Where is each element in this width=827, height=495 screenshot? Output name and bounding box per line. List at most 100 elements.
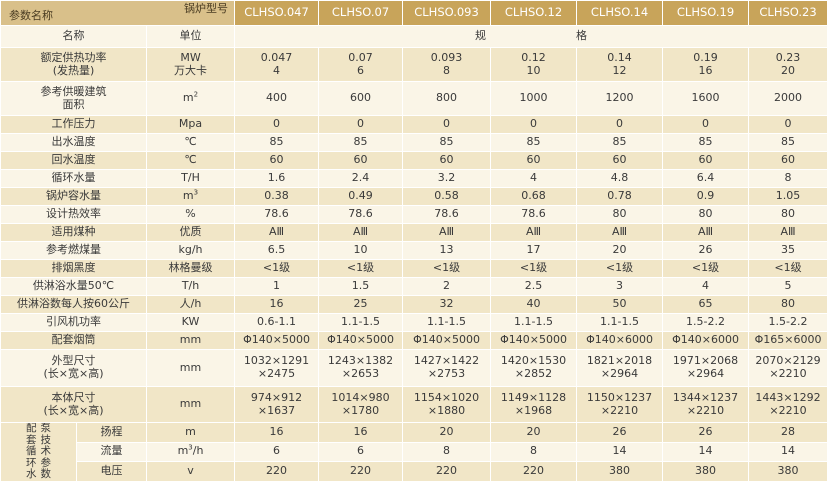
value-line: 3.2 <box>437 171 456 185</box>
value-line: 1000 <box>519 91 548 105</box>
value-line: 0 <box>273 117 281 131</box>
value-cell: 4 <box>662 277 750 296</box>
value-line: 2000 <box>774 91 803 105</box>
value-line: Φ140×6000 <box>586 333 653 347</box>
unit-text: % <box>185 207 196 221</box>
param-name-line: 设计热效率 <box>46 207 101 221</box>
value-cell: 1600 <box>662 81 750 116</box>
value-cell: 65 <box>662 295 750 314</box>
value-line: ×1880 <box>427 403 466 417</box>
value-cell: 6 <box>234 441 320 462</box>
param-name: 外型尺寸 (长×宽×高) <box>0 349 147 387</box>
param-unit: % <box>145 205 236 224</box>
param-unit-line: m3 <box>149 189 232 203</box>
boiler-spec-table: 参数名称 锅炉型号 CLHSO.047 CLHSO.07 CLHSO.093 C… <box>0 0 827 482</box>
value-line: 60 <box>612 153 627 167</box>
value-cell: 0.49 <box>318 187 404 206</box>
value-line: 0 <box>702 117 710 131</box>
value-line: AⅢ <box>697 225 714 239</box>
pump-param-name: 电压 <box>76 461 147 482</box>
value-cell: 0.093 8 <box>402 47 492 82</box>
value-line: 78.6 <box>521 207 546 221</box>
param-name: 配套烟筒 <box>0 331 147 350</box>
value-cell: AⅢ <box>402 223 492 242</box>
value-cell: 1971×2068 ×2964 <box>662 349 750 387</box>
param-name: 本体尺寸 (长×宽×高) <box>0 386 147 423</box>
unit-tail: /h <box>192 444 204 458</box>
value-cell: 0.14 12 <box>576 47 664 82</box>
pump-row: 流量 m3/h 6 6 8 8 14 14 14 <box>1 441 827 462</box>
value-line: AⅢ <box>438 225 455 239</box>
value-line: 60 <box>353 153 368 167</box>
value-cell: 8 <box>490 441 578 462</box>
pump-row: 电压 v 220 220 220 220 380 380 380 <box>1 461 827 482</box>
value-cell: 6 <box>318 441 404 462</box>
value-cell: <1级 <box>402 259 492 278</box>
param-unit-line: MW <box>149 51 232 65</box>
pump-side-label: 配套循环水泵技术参数 <box>0 422 77 482</box>
value-line: 5 <box>784 279 792 293</box>
pump-param-name: 扬程 <box>76 422 147 443</box>
value-cell: 35 <box>748 241 827 260</box>
value-line: 60 <box>269 153 284 167</box>
value-line: 1971×2068 <box>672 354 739 368</box>
value-line: 6 <box>357 63 365 77</box>
value-line: 85 <box>612 135 627 149</box>
value-cell: 1.5-2.2 <box>662 313 750 332</box>
value-line: ×2653 <box>341 367 380 380</box>
param-unit: mm <box>145 386 236 423</box>
value-cell: 0.12 10 <box>490 47 578 82</box>
value-line: 60 <box>781 153 796 167</box>
value-cell: <1级 <box>576 259 664 278</box>
value-line: 1.5 <box>351 279 370 293</box>
param-name-heading: 参数名称 <box>9 9 53 23</box>
spec-row: 适用煤种 优质 AⅢ AⅢ AⅢ AⅢ AⅢ AⅢ AⅢ <box>0 223 827 242</box>
param-unit: KW <box>145 313 236 332</box>
value-cell: 14 <box>748 441 827 462</box>
param-name: 循环水量 <box>0 169 147 188</box>
pump-side-char: 术 <box>40 445 52 457</box>
value-line: 6.4 <box>696 171 715 185</box>
value-line: 1420×1530 <box>500 354 567 368</box>
value-line: 80 <box>781 297 796 311</box>
param-name: 锅炉容水量 <box>0 187 147 206</box>
spec-row: 排烟黑度 林格曼级 <1级 <1级 <1级 <1级 <1级 <1级 <1级 <box>0 259 827 278</box>
value-line: ×2852 <box>514 367 553 380</box>
value-cell: Φ140×5000 <box>402 331 492 350</box>
value-cell: 1.1-1.5 <box>490 313 578 332</box>
model-cell: CLHSO.07 <box>318 0 404 26</box>
param-name-line: 供淋浴水量50℃ <box>32 279 115 293</box>
value-cell: 6.4 <box>662 169 750 188</box>
value-line: 4.8 <box>610 171 629 185</box>
value-cell: 1420×1530 ×2852 <box>490 349 578 387</box>
value-line: AⅢ <box>611 225 628 239</box>
value-cell: 220 <box>402 461 492 482</box>
param-unit: MW 万大卡 <box>145 47 236 82</box>
value-cell: Φ140×6000 <box>662 331 750 350</box>
unit-heading: 单位 <box>145 25 236 48</box>
unit-superscript: 3 <box>188 443 193 452</box>
param-unit: m3 <box>145 187 236 206</box>
value-cell: 85 <box>234 133 320 152</box>
param-name-line: 工作压力 <box>51 117 96 131</box>
value-cell: 60 <box>234 151 320 170</box>
value-line: <1级 <box>432 261 461 275</box>
param-name: 供淋浴水量50℃ <box>0 277 147 296</box>
value-cell: 400 <box>234 81 320 116</box>
param-unit: T/H <box>145 169 236 188</box>
param-name: 设计热效率 <box>0 205 147 224</box>
value-cell: 32 <box>402 295 492 314</box>
pump-side-column: 泵技术参数 <box>40 423 52 480</box>
value-line: <1级 <box>346 261 375 275</box>
value-line: 0.78 <box>607 189 632 203</box>
value-line: 1821×2018 <box>586 354 653 368</box>
value-line: 26 <box>698 243 713 257</box>
value-line: 35 <box>781 243 796 257</box>
value-line: AⅢ <box>268 225 285 239</box>
unit-text: mm <box>179 333 202 347</box>
spec-row: 循环水量 T/H 1.6 2.4 3.2 4 4.8 6.4 8 <box>0 169 827 188</box>
value-cell: 60 <box>662 151 750 170</box>
value-cell: 78.6 <box>490 205 578 224</box>
value-line: 0.19 <box>693 50 718 64</box>
value-cell: 78.6 <box>234 205 320 224</box>
